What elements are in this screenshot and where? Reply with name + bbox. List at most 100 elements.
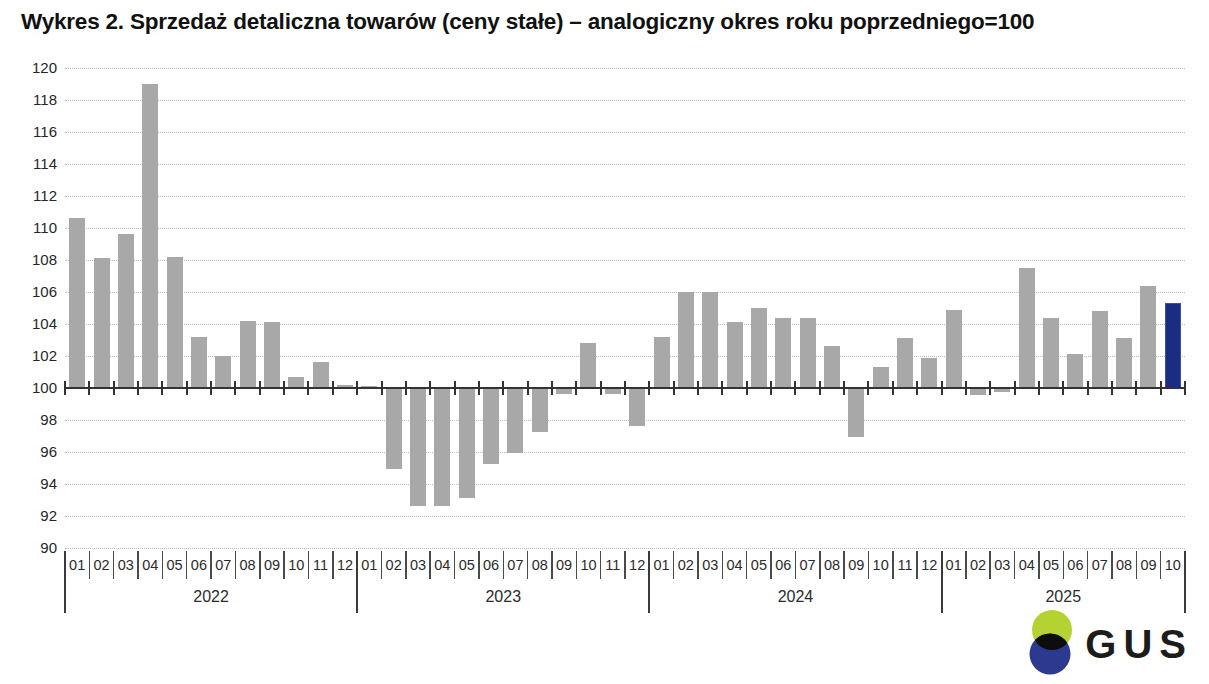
baseline-tick	[1184, 381, 1186, 395]
month-label: 03	[990, 557, 1014, 573]
baseline-tick	[137, 381, 139, 395]
bar	[1043, 318, 1059, 388]
gridline-96	[65, 452, 1185, 453]
y-tick-label: 116	[13, 124, 57, 140]
gridline-112	[65, 196, 1185, 197]
month-label: 01	[649, 557, 673, 573]
baseline-tick	[161, 381, 163, 395]
baseline-tick	[405, 381, 407, 395]
baseline-tick	[283, 381, 285, 395]
month-label: 05	[162, 557, 186, 573]
month-label: 07	[503, 557, 527, 573]
bar	[629, 389, 645, 426]
year-label: 2025	[942, 588, 1185, 606]
bar	[94, 258, 110, 388]
bar	[1067, 354, 1083, 388]
baseline-tick	[210, 381, 212, 395]
bar	[580, 343, 596, 388]
y-tick-label: 120	[13, 60, 57, 76]
bar	[313, 362, 329, 388]
month-label: 04	[722, 557, 746, 573]
bar-chart: 9092949698100102104106108110112114116118…	[0, 0, 1209, 684]
month-label: 07	[795, 557, 819, 573]
month-label: 12	[917, 557, 941, 573]
gridline-104	[65, 324, 1185, 325]
y-tick-label: 110	[13, 220, 57, 236]
gridline-92	[65, 516, 1185, 517]
month-label: 02	[382, 557, 406, 573]
month-label: 01	[942, 557, 966, 573]
y-tick-label: 100	[13, 380, 57, 396]
month-label: 05	[1039, 557, 1063, 573]
gridline-118	[65, 100, 1185, 101]
baseline-tick	[186, 381, 188, 395]
y-tick-label: 102	[13, 348, 57, 364]
month-label: 07	[211, 557, 235, 573]
y-tick-label: 92	[13, 508, 57, 524]
gridline-116	[65, 132, 1185, 133]
month-label: 09	[1136, 557, 1160, 573]
baseline-tick	[965, 381, 967, 395]
bar	[459, 389, 475, 498]
month-label: 12	[333, 557, 357, 573]
month-label: 09	[844, 557, 868, 573]
bar	[556, 389, 572, 394]
y-tick-label: 104	[13, 316, 57, 332]
bar	[848, 389, 864, 437]
baseline-tick	[575, 381, 577, 395]
baseline-tick	[843, 381, 845, 395]
baseline-tick	[1014, 381, 1016, 395]
baseline-tick	[989, 381, 991, 395]
bar	[1116, 338, 1132, 388]
baseline-tick	[1160, 381, 1162, 395]
bar	[167, 257, 183, 388]
baseline-tick	[600, 381, 602, 395]
bar	[678, 292, 694, 388]
gridline-110	[65, 228, 1185, 229]
baseline-tick	[1135, 381, 1137, 395]
bar	[532, 389, 548, 432]
month-label: 10	[868, 557, 892, 573]
month-label: 08	[820, 557, 844, 573]
year-label: 2024	[649, 588, 941, 606]
month-label: 02	[89, 557, 113, 573]
baseline-tick	[502, 381, 504, 395]
month-label: 08	[235, 557, 259, 573]
month-label: 01	[357, 557, 381, 573]
bar	[994, 389, 1010, 392]
gridline-114	[65, 164, 1185, 165]
month-label: 10	[284, 557, 308, 573]
bar	[946, 310, 962, 388]
month-label: 02	[966, 557, 990, 573]
month-label: 01	[65, 557, 89, 573]
y-tick-label: 94	[13, 476, 57, 492]
month-label: 06	[187, 557, 211, 573]
bar	[264, 322, 280, 388]
gus-chart-figure: Wykres 2. Sprzedaż detaliczna towarów (c…	[0, 0, 1209, 684]
baseline-tick	[794, 381, 796, 395]
baseline-tick	[307, 381, 309, 395]
bar	[483, 389, 499, 464]
bar	[921, 358, 937, 388]
baseline-tick	[916, 381, 918, 395]
month-label: 03	[698, 557, 722, 573]
y-tick-label: 112	[13, 188, 57, 204]
gus-logo-text: GUS	[1085, 610, 1193, 678]
y-tick-label: 96	[13, 444, 57, 460]
baseline-tick	[454, 381, 456, 395]
bar	[727, 322, 743, 388]
month-label: 08	[1112, 557, 1136, 573]
gridline-102	[65, 356, 1185, 357]
bar	[142, 84, 158, 388]
baseline-tick	[648, 381, 650, 395]
bar	[751, 308, 767, 388]
month-label: 11	[601, 557, 625, 573]
baseline-tick	[527, 381, 529, 395]
y-tick-label: 118	[13, 92, 57, 108]
bar	[191, 337, 207, 388]
bar	[1019, 268, 1035, 388]
baseline-tick	[867, 381, 869, 395]
bar	[507, 389, 523, 453]
gridline-90	[65, 548, 1185, 549]
gridline-120	[65, 68, 1185, 69]
